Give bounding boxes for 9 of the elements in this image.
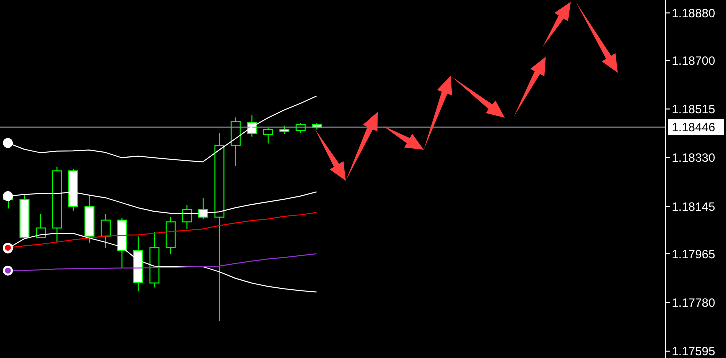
y-tick-label: 1.18145 <box>672 200 716 214</box>
y-tick-label: 1.18515 <box>672 102 716 117</box>
ref-line-label: 1.18446 <box>672 120 716 134</box>
y-tick-label: 1.18880 <box>672 6 716 20</box>
y-tick-label: 1.17780 <box>672 296 716 310</box>
y-tick-label: 1.18330 <box>672 151 716 166</box>
y-tick-label: 1.17965 <box>672 247 716 262</box>
y-tick-label: 1.18700 <box>672 54 716 68</box>
y-tick-label: 1.17595 <box>672 344 716 358</box>
